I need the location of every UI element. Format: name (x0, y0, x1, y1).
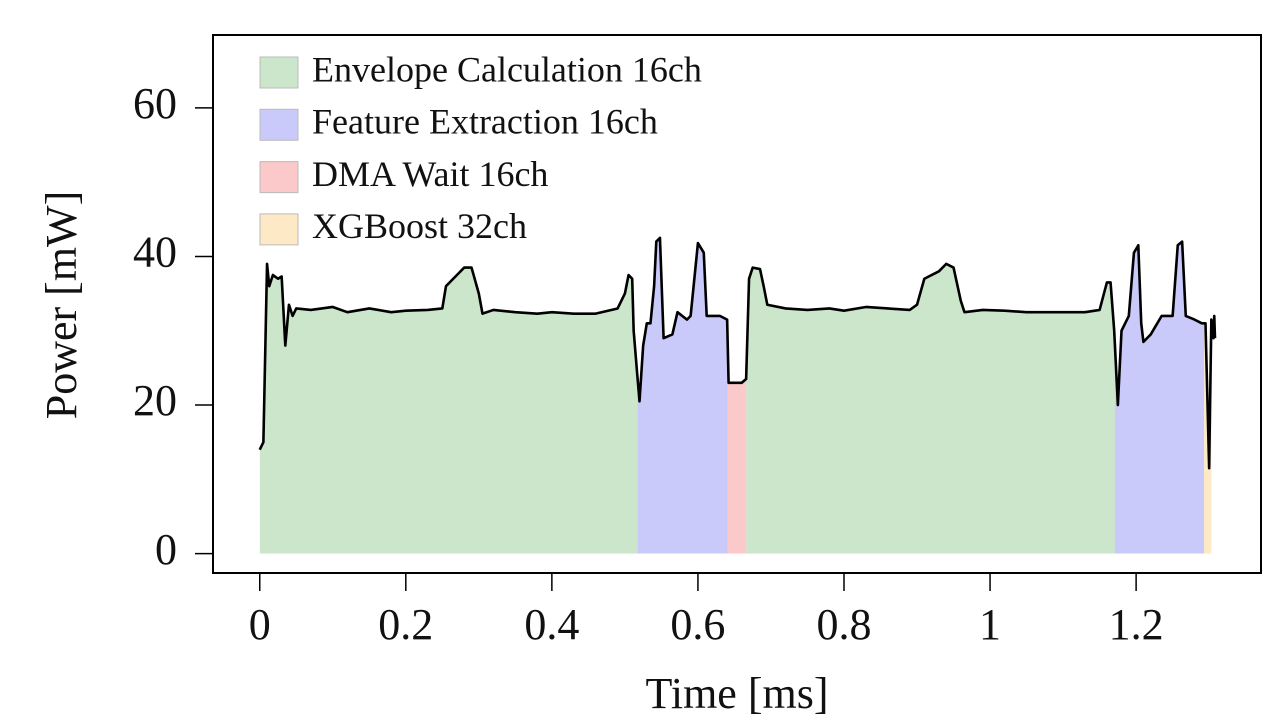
x-tick-label: 0.4 (524, 600, 579, 649)
x-tick-label: 0.2 (378, 600, 433, 649)
phase-area (1204, 237, 1212, 554)
x-tick-label: 0.6 (670, 600, 725, 649)
y-tick-label: 40 (133, 228, 177, 277)
x-tick-label: 0 (249, 600, 271, 649)
x-tick-label: 1 (979, 600, 1001, 649)
legend-label: Envelope Calculation 16ch (312, 49, 702, 89)
plot: 0 20 40 60 0 0.2 0.4 0.6 0.8 1 1.2 Envelope Calcula… (133, 34, 1262, 649)
x-tick-label: 1.2 (1109, 600, 1164, 649)
x-axis-title: Time [ms] (646, 669, 829, 718)
phase-area (727, 237, 747, 554)
phase-area (1114, 237, 1205, 554)
legend-swatch (259, 161, 299, 194)
y-tick-label: 20 (133, 376, 177, 425)
plot-frame (212, 34, 1262, 574)
legend-label: XGBoost 32ch (312, 206, 527, 246)
y-tick-label: 0 (155, 525, 177, 574)
x-tick-label: 0.8 (816, 600, 871, 649)
legend-label: Feature Extraction 16ch (312, 102, 658, 142)
y-axis-title: Power [mW] (37, 191, 86, 420)
phase-area (746, 237, 1115, 554)
legend-swatch (259, 108, 299, 141)
legend-swatch (259, 213, 299, 246)
y-tick-label: 60 (133, 79, 177, 128)
legend-swatch (259, 56, 299, 89)
power-line (258, 236, 1217, 470)
legend-label: DMA Wait 16ch (312, 154, 548, 194)
